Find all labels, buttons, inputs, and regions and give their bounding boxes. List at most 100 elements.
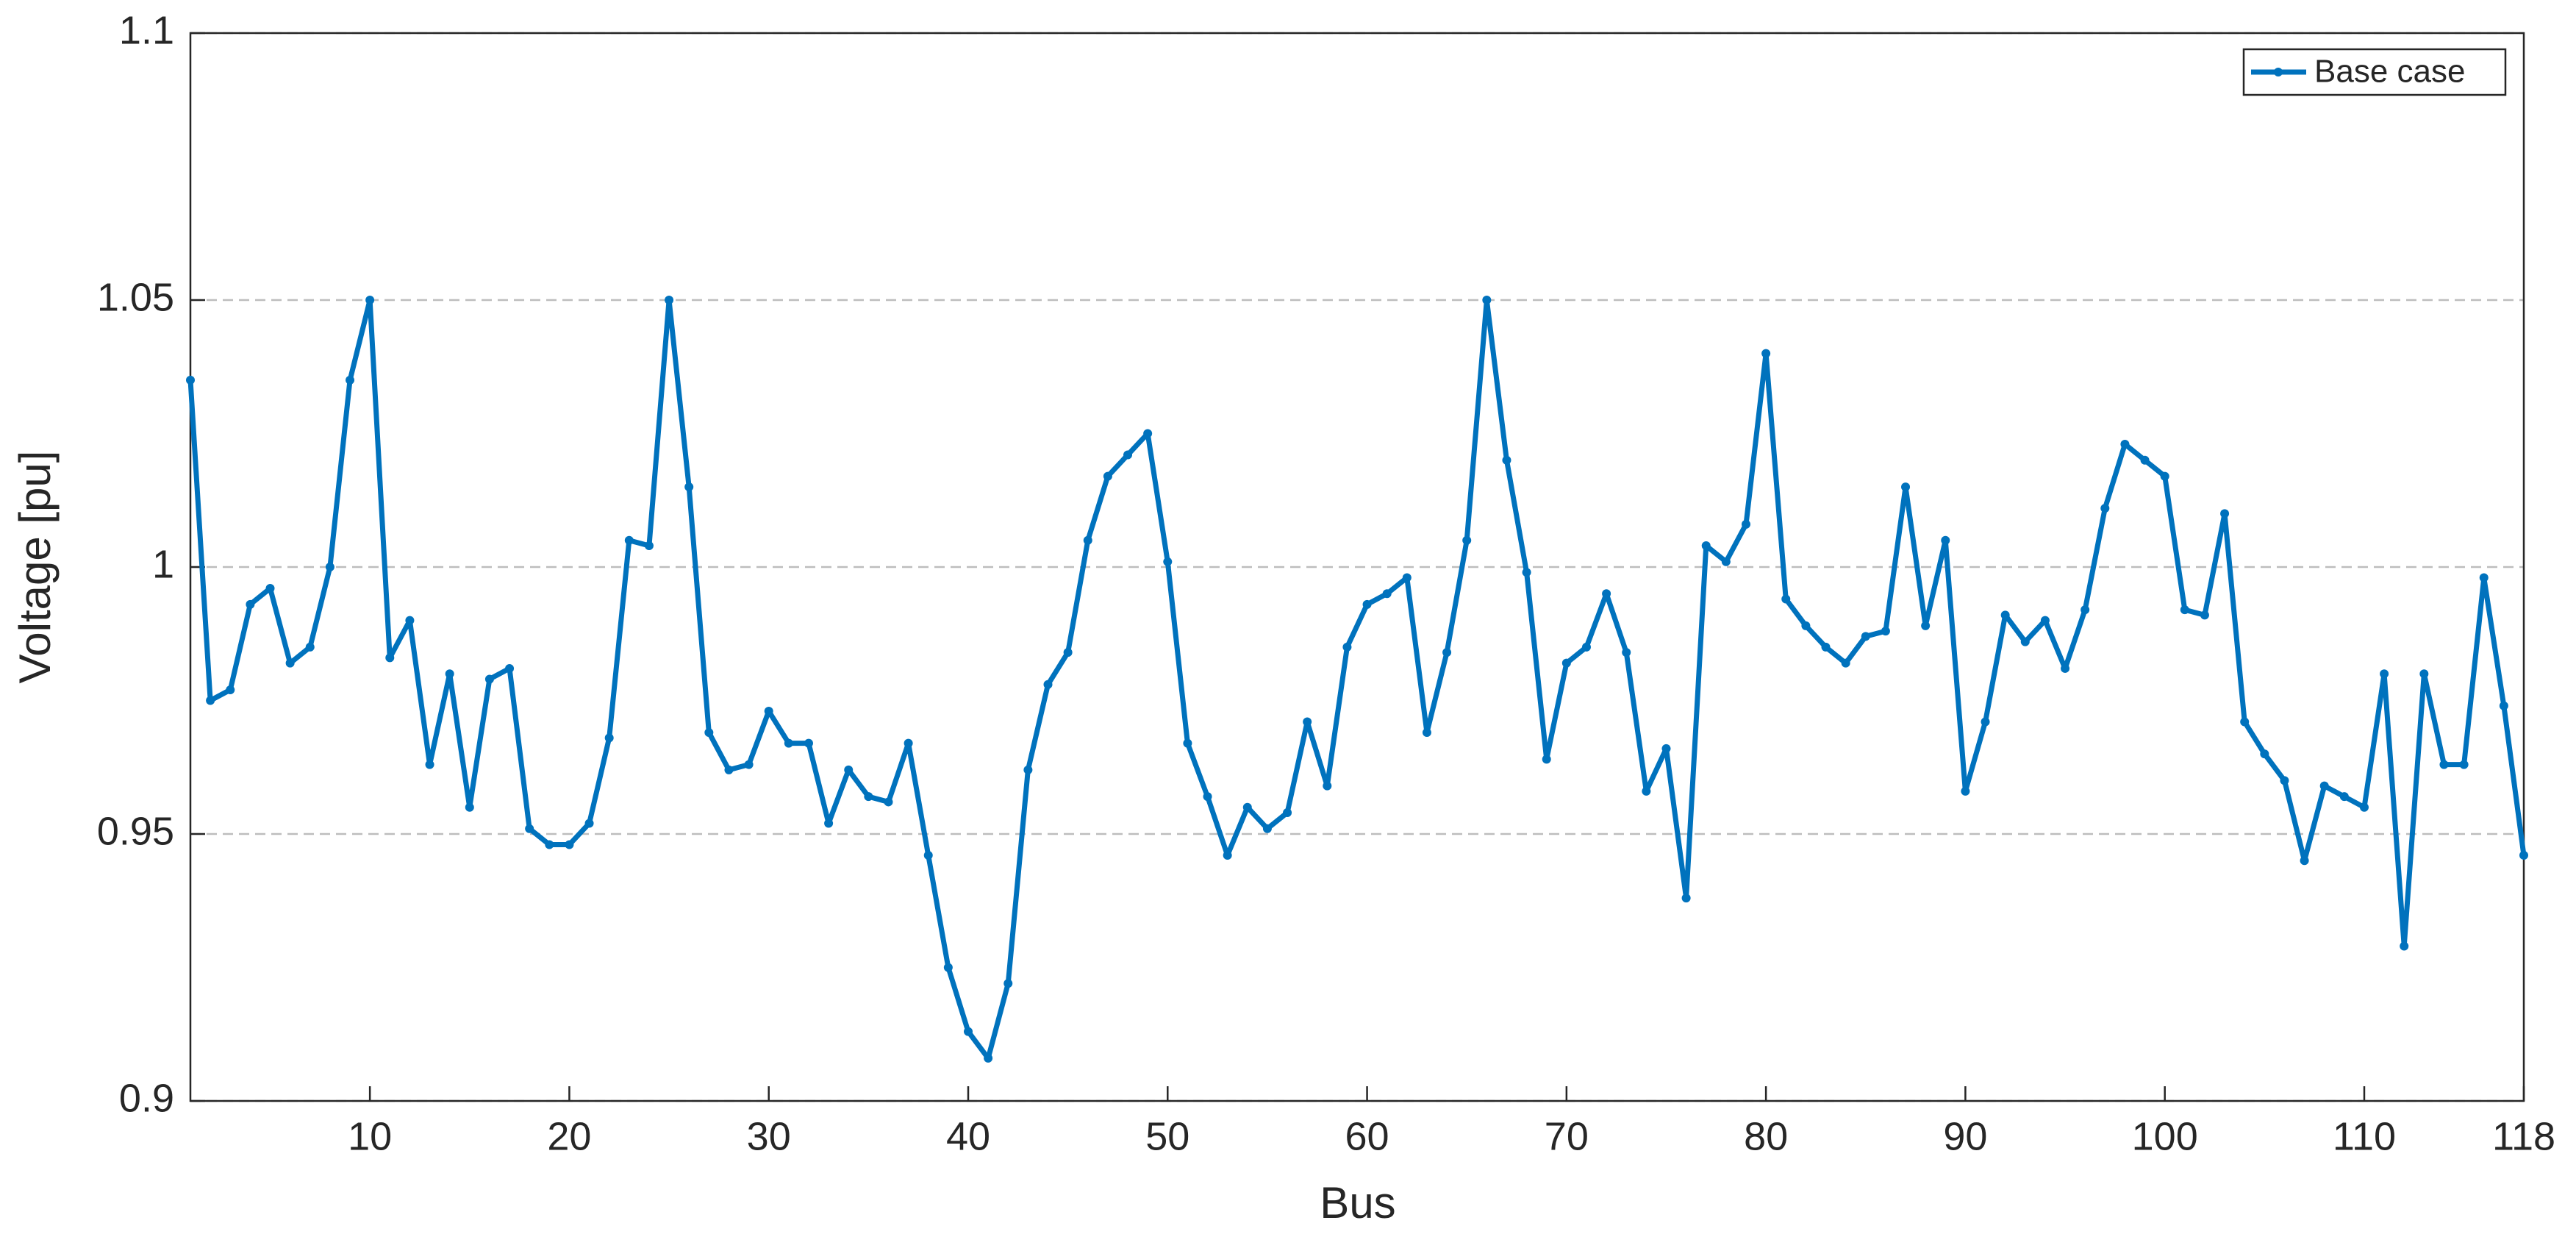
data-point: [1183, 738, 1192, 748]
data-point: [665, 296, 674, 304]
data-point: [824, 819, 834, 828]
data-point: [864, 792, 873, 802]
data-point: [2260, 749, 2269, 759]
data-point: [1043, 680, 1053, 689]
data-point: [405, 616, 415, 625]
data-point: [1502, 455, 1511, 465]
data-point: [2359, 802, 2369, 812]
data-point: [1841, 658, 1850, 668]
data-point: [1462, 535, 1472, 545]
data-point: [1542, 755, 1551, 764]
data-point: [1123, 450, 1133, 460]
data-point: [2200, 610, 2209, 620]
data-point: [1642, 786, 1651, 796]
data-point: [445, 669, 454, 679]
data-point: [1262, 824, 1272, 833]
data-point: [1901, 482, 1911, 492]
data-point: [1861, 632, 1870, 641]
data-point: [484, 674, 494, 684]
x-axis-label: Bus: [1320, 1178, 1395, 1227]
data-point: [1083, 535, 1092, 545]
data-point: [1921, 621, 1931, 630]
data-point: [1761, 349, 1771, 358]
data-point: [624, 535, 634, 545]
x-tick-label: 20: [547, 1114, 591, 1158]
data-point: [744, 760, 754, 769]
data-point: [1581, 642, 1591, 652]
data-point: [1442, 648, 1452, 657]
data-point: [1422, 728, 1431, 738]
data-point: [1742, 519, 1750, 529]
x-tick-label: 50: [1145, 1114, 1189, 1158]
data-point: [1323, 781, 1332, 791]
data-point: [2140, 455, 2150, 465]
data-point: [1203, 792, 1212, 802]
data-point: [644, 541, 654, 550]
data-point: [1961, 786, 1970, 796]
y-axis-label: Voltage [pu]: [10, 451, 60, 684]
x-tick-label: 70: [1545, 1114, 1589, 1158]
data-point: [584, 819, 594, 828]
data-point: [1622, 648, 1631, 657]
data-point: [2280, 776, 2289, 785]
legend: Base case: [2242, 48, 2507, 96]
data-point: [764, 707, 773, 716]
data-point: [2061, 663, 2070, 673]
data-point: [2339, 792, 2349, 802]
data-point: [1223, 851, 1232, 860]
data-point: [884, 797, 893, 807]
data-point: [1801, 621, 1811, 630]
data-point: [285, 658, 295, 668]
data-point: [1103, 471, 1112, 481]
data-point: [1382, 589, 1392, 599]
data-point: [565, 840, 574, 849]
data-point: [1561, 658, 1571, 668]
data-point: [226, 685, 235, 694]
data-point: [604, 733, 614, 743]
data-point: [1661, 744, 1671, 753]
data-point: [206, 696, 215, 705]
data-point: [1362, 599, 1372, 609]
data-point: [1242, 802, 1252, 812]
data-point: [2120, 440, 2130, 449]
data-point: [265, 584, 275, 593]
data-point: [2519, 851, 2528, 860]
data-point: [1701, 541, 1711, 550]
data-point: [2040, 616, 2050, 625]
data-point: [1602, 589, 1611, 599]
y-tick-label: 0.9: [119, 1076, 174, 1120]
data-point: [1283, 808, 1292, 817]
data-point: [1482, 296, 1492, 304]
x-tick-label: 80: [1744, 1114, 1788, 1158]
data-point: [1981, 717, 1990, 727]
x-tick-label: 100: [2132, 1114, 2198, 1158]
data-point: [346, 375, 355, 385]
data-point: [425, 760, 434, 769]
data-point: [1003, 979, 1013, 988]
data-point: [505, 663, 515, 673]
x-tick-label: 40: [946, 1114, 990, 1158]
data-point: [1941, 535, 1950, 545]
data-point: [305, 642, 315, 652]
data-point: [525, 824, 534, 833]
data-point: [724, 765, 734, 774]
data-point: [1342, 642, 1352, 652]
data-point: [1781, 594, 1791, 604]
y-tick-label: 0.95: [97, 809, 174, 853]
data-point: [325, 563, 334, 571]
data-point: [2240, 717, 2250, 727]
data-point: [1163, 557, 1173, 566]
data-point: [1023, 765, 1033, 774]
data-point: [2499, 701, 2508, 710]
data-point: [1821, 642, 1831, 652]
data-point: [804, 738, 813, 748]
data-point: [704, 728, 714, 738]
data-point: [844, 765, 854, 774]
legend-label: Base case: [2314, 54, 2465, 90]
data-point: [246, 599, 255, 609]
data-point: [2081, 605, 2090, 615]
data-point: [923, 851, 933, 860]
data-point: [1721, 557, 1731, 566]
data-point: [1143, 429, 1153, 438]
